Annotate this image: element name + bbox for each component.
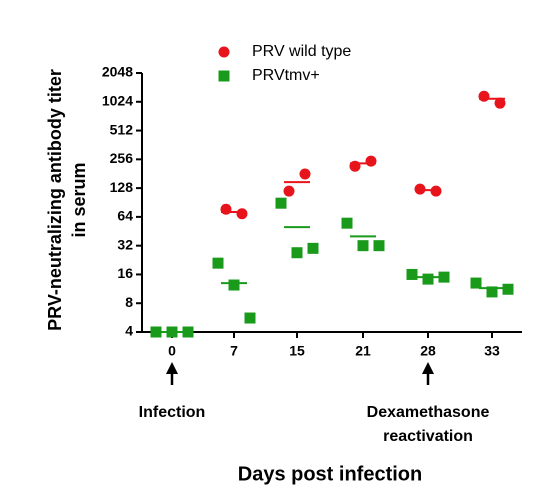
annotation: Infection [139, 404, 206, 421]
point [228, 279, 240, 291]
point [406, 268, 418, 280]
point [438, 271, 450, 283]
y-tick-label: 64 [117, 208, 133, 224]
y-tick-label: 16 [117, 265, 133, 281]
annotation: Dexamethasone [367, 404, 490, 421]
x-tick-label: 0 [168, 343, 176, 359]
point [478, 90, 490, 102]
point [422, 273, 434, 285]
y-axis-label: PRV-neutralizing antibody titer in serum [45, 69, 89, 331]
x-axis-label: Days post infection [238, 463, 422, 485]
point [494, 97, 506, 109]
point [299, 168, 311, 180]
point [291, 247, 303, 259]
legend-label: PRVtmv+ [252, 67, 320, 84]
x-tick-label: 21 [355, 343, 371, 359]
arrow-head [422, 362, 434, 374]
point [430, 185, 442, 197]
point [212, 257, 224, 269]
y-tick-label: 256 [110, 150, 134, 166]
point [502, 283, 514, 295]
x-tick-label: 7 [230, 343, 238, 359]
x-tick-label: 28 [420, 343, 436, 359]
legend-marker [218, 46, 230, 58]
legend-marker [218, 70, 230, 82]
legend-label: PRV wild type [252, 43, 351, 60]
point [349, 160, 361, 172]
x-tick-label: 33 [484, 343, 500, 359]
y-axis-label-line: PRV-neutralizing antibody titer [45, 69, 65, 331]
arrow-head [166, 362, 178, 374]
point [220, 203, 232, 215]
point [236, 208, 248, 220]
point [244, 312, 256, 324]
point [414, 183, 426, 195]
y-tick-label: 512 [110, 121, 134, 137]
y-tick-label: 32 [117, 236, 133, 252]
point [341, 217, 353, 229]
point [275, 197, 287, 209]
annotation: reactivation [383, 428, 473, 445]
point [373, 240, 385, 252]
point [357, 240, 369, 252]
point [307, 242, 319, 254]
point [486, 286, 498, 298]
y-tick-label: 1024 [102, 92, 133, 108]
point [182, 326, 194, 338]
y-tick-label: 4 [125, 323, 133, 339]
y-axis-label-line: in serum [69, 162, 89, 237]
x-tick-label: 15 [289, 343, 305, 359]
point [283, 185, 295, 197]
y-tick-label: 2048 [102, 64, 133, 80]
point [365, 155, 377, 167]
y-tick-label: 8 [125, 294, 133, 310]
y-tick-label: 128 [110, 179, 134, 195]
point [470, 277, 482, 289]
point [150, 326, 162, 338]
